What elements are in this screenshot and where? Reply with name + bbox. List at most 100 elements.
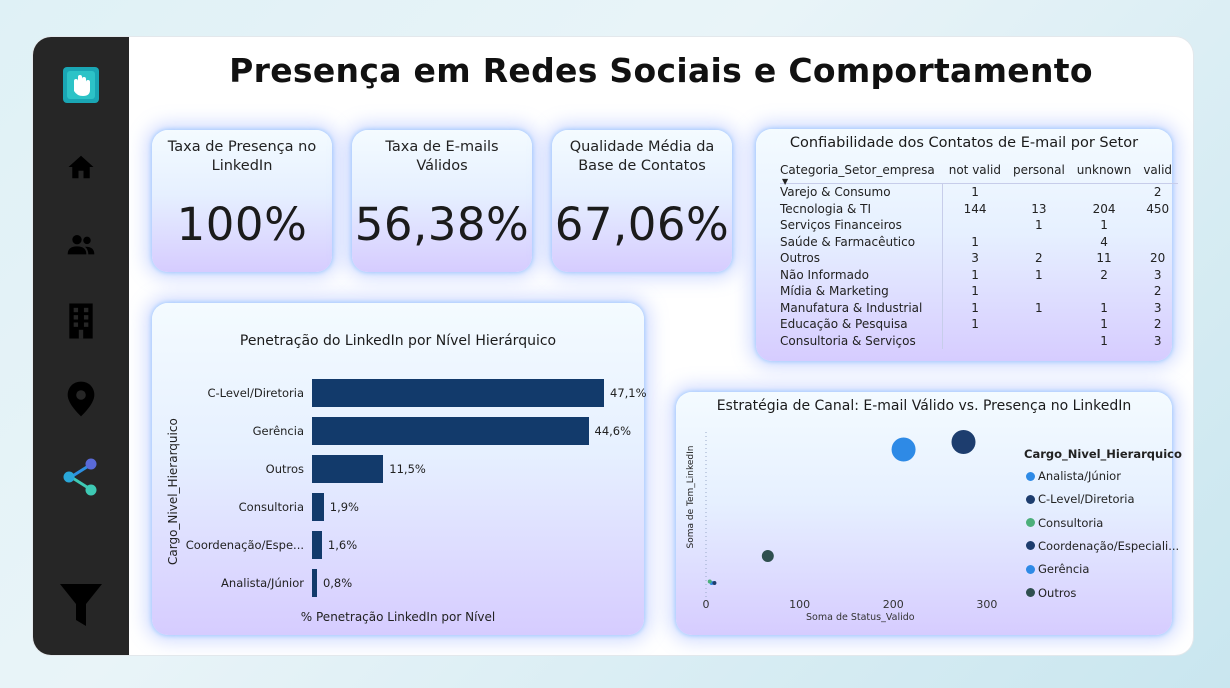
x-tick-label: 100: [789, 598, 810, 611]
kpi-label: Qualidade Média da Base de Contatos: [569, 139, 715, 174]
table-cell: 1: [1035, 300, 1043, 315]
table-cell: 3: [1153, 333, 1162, 348]
kpi-card-emails[interactable]: Taxa de E-mails Válidos 56,38%: [352, 130, 532, 272]
table-row[interactable]: Mídia & Marketing 1 2: [780, 283, 1178, 300]
scatter-point[interactable]: [712, 581, 717, 585]
legend-item[interactable]: Outros: [1026, 586, 1076, 600]
sort-down-icon[interactable]: ▼: [782, 177, 789, 186]
table-cell: [1071, 184, 1138, 201]
table-cell: [1007, 283, 1071, 300]
table-cell: 2: [1153, 284, 1162, 299]
legend-dot-icon: [1026, 518, 1035, 528]
table-cell: 3: [1153, 267, 1162, 282]
scatter-point[interactable]: [761, 550, 774, 562]
table-cell: [1007, 234, 1071, 251]
bar-chart-card[interactable]: Penetração do LinkedIn por Nível Hierárq…: [152, 303, 647, 635]
table-cell: 3: [1153, 300, 1162, 315]
bar[interactable]: [312, 493, 324, 521]
table-row[interactable]: Outros 3 2 11 20: [780, 250, 1178, 267]
table-cell: [1007, 333, 1071, 350]
x-tick-label: 0: [703, 598, 710, 611]
table-cell: 1: [1100, 333, 1108, 348]
bar-category-label: Outros: [265, 462, 304, 476]
table-row[interactable]: Manufatura & Industrial 1 1 1 3: [780, 299, 1178, 316]
kpi-card-quality[interactable]: Qualidade Média da Base de Contatos 67,0…: [552, 130, 732, 272]
legend-label: C-Level/Diretoria: [1038, 492, 1135, 507]
table-cell: [1007, 184, 1071, 201]
table-row[interactable]: Educação & Pesquisa 1 1 2: [780, 316, 1178, 333]
column-header[interactable]: not valid: [942, 157, 1007, 184]
table-cell: 1: [1100, 317, 1108, 332]
row-header: Educação & Pesquisa: [780, 316, 944, 333]
column-header[interactable]: personal: [1006, 157, 1071, 184]
bar[interactable]: [312, 379, 604, 407]
bar-value-label: 44,6%: [594, 424, 632, 438]
scatter-card[interactable]: Estratégia de Canal: E-mail Válido vs. P…: [676, 392, 1182, 635]
bar-category-label: Gerência: [252, 424, 304, 438]
legend-item[interactable]: Coordenação/Especiali...: [1026, 539, 1179, 553]
table-cell: 204: [1092, 201, 1116, 216]
home-icon[interactable]: [61, 147, 101, 187]
sidebar: [33, 37, 129, 655]
table-cell: 1: [1100, 300, 1108, 315]
table-row[interactable]: Tecnologia & TI 144 13 204 450: [780, 200, 1178, 217]
bar[interactable]: [312, 455, 384, 483]
bar-category-label: Coordenação/Espe...: [185, 538, 304, 552]
matrix-card[interactable]: Confiabilidade dos Contatos de E-mail po…: [756, 129, 1179, 361]
kpi-value: 100%: [176, 198, 308, 251]
bar-x-axis-title: % Penetração LinkedIn por Nível: [300, 610, 496, 624]
location-pin-icon[interactable]: [61, 379, 101, 419]
table-cell: [1071, 283, 1138, 300]
bar-value-label: 1,9%: [329, 500, 359, 514]
legend-dot-icon: [1026, 494, 1035, 504]
table-row[interactable]: Serviços Financeiros 1 1: [780, 217, 1178, 234]
bar-category-label: C-Level/Diretoria: [207, 386, 304, 400]
share-icon[interactable]: [59, 455, 103, 499]
bar[interactable]: [312, 417, 589, 445]
table-cell: 2: [1035, 251, 1043, 266]
x-tick-label: 300: [976, 598, 997, 611]
legend-label: Consultoria: [1038, 515, 1104, 530]
table-cell: [1137, 234, 1178, 251]
table-cell: 4: [1100, 234, 1108, 249]
scatter-x-axis-title: Soma de Status_Valido: [806, 612, 915, 623]
app-frame: Presença em Redes Sociais e Comportament…: [33, 37, 1193, 655]
legend-label: Coordenação/Especiali...: [1038, 538, 1180, 553]
matrix-title: Confiabilidade dos Contatos de E-mail po…: [789, 135, 1139, 151]
table-row[interactable]: Consultoria & Serviços 1 3: [780, 332, 1178, 350]
filter-icon[interactable]: [57, 581, 105, 629]
people-icon[interactable]: [61, 225, 101, 265]
scatter-point[interactable]: [707, 579, 712, 584]
email-reliability-matrix: Categoria_Setor_empresa ▼ not valid perso…: [780, 157, 1179, 350]
kpi-value: 67,06%: [554, 198, 730, 251]
table-row[interactable]: Saúde & Farmacêutico 1 4: [780, 233, 1178, 251]
scatter-legend-title: Cargo_Nivel_Hierarquico: [1024, 447, 1182, 461]
table-cell: 1: [1100, 218, 1108, 233]
bar-value-label: 0,8%: [322, 576, 353, 590]
scatter-point[interactable]: [951, 430, 976, 454]
row-header: Tecnologia & TI: [780, 200, 944, 217]
table-cell: 1: [1035, 267, 1043, 282]
kpi-label: Taxa de Presença no LinkedIn: [167, 139, 317, 174]
bar[interactable]: [312, 531, 322, 559]
legend-item[interactable]: C-Level/Diretoria: [1026, 492, 1135, 506]
kpi-card-linkedin[interactable]: Taxa de Presença no LinkedIn 100%: [152, 130, 332, 272]
building-icon[interactable]: [61, 301, 101, 341]
legend-label: Analista/Júnior: [1038, 469, 1121, 483]
table-cell: 1: [971, 234, 979, 249]
legend-item[interactable]: Gerência: [1026, 562, 1089, 576]
table-cell: 11: [1096, 251, 1112, 266]
scatter-point[interactable]: [891, 437, 916, 462]
column-header[interactable]: unknown: [1070, 157, 1138, 184]
legend-dot-icon: [1026, 588, 1035, 597]
legend-item[interactable]: Analista/Júnior: [1026, 469, 1121, 483]
hand-logo-icon[interactable]: [57, 61, 105, 109]
column-header[interactable]: valid: [1137, 157, 1179, 184]
legend-item[interactable]: Consultoria: [1026, 516, 1103, 530]
table-row[interactable]: Varejo & Consumo 1 2: [780, 183, 1178, 201]
x-tick-label: 200: [883, 598, 904, 611]
table-row[interactable]: Não Informado 1 1 2 3: [780, 266, 1178, 283]
legend-label: Gerência: [1038, 562, 1090, 577]
column-header[interactable]: Categoria_Setor_empresa ▼: [780, 157, 943, 186]
bar[interactable]: [312, 569, 317, 597]
